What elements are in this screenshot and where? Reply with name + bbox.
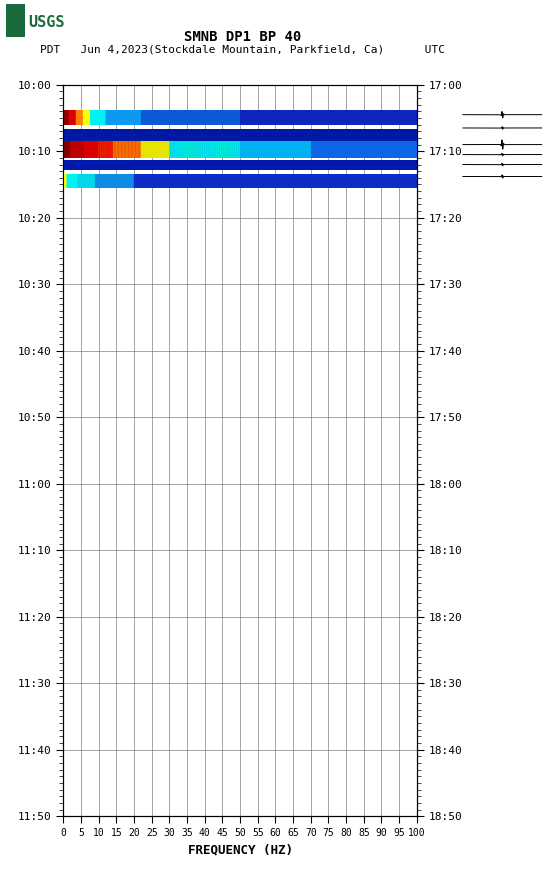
Text: USGS: USGS bbox=[29, 14, 65, 29]
Text: SMNB DP1 BP 40: SMNB DP1 BP 40 bbox=[184, 30, 301, 45]
Text: PDT   Jun 4,2023(Stockdale Mountain, Parkfield, Ca)      UTC: PDT Jun 4,2023(Stockdale Mountain, Parkf… bbox=[40, 45, 445, 55]
Bar bbox=[6, 4, 25, 37]
X-axis label: FREQUENCY (HZ): FREQUENCY (HZ) bbox=[188, 844, 293, 856]
